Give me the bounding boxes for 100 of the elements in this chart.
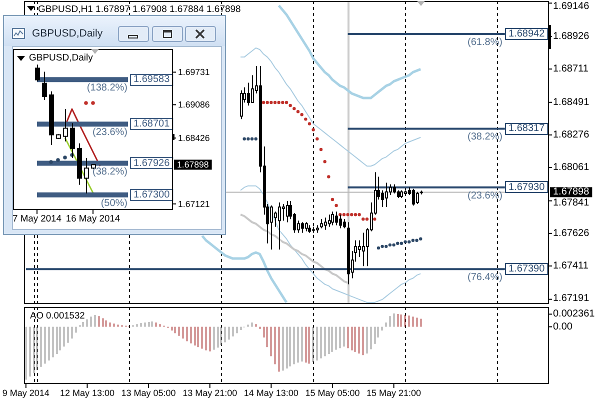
- point: [365, 218, 369, 221]
- y-tick-label: 1.68426: [178, 133, 210, 144]
- candlestick: [240, 90, 243, 120]
- series-label: (38.2%): [92, 166, 128, 178]
- point: [373, 218, 376, 221]
- point: [388, 243, 392, 247]
- point: [384, 244, 388, 248]
- candlestick: [84, 158, 89, 194]
- point: [392, 243, 396, 247]
- candlestick: [270, 205, 273, 250]
- y-tick-label: 1.69146: [553, 1, 590, 12]
- series-label: (138.2%): [86, 82, 128, 94]
- point: [254, 137, 258, 140]
- x-tick-label: 7 May 2014: [12, 212, 62, 224]
- data-label: 1.68317: [508, 123, 546, 134]
- chart-title: GBPUSD,Daily: [32, 28, 104, 40]
- data-label: 1.67926: [134, 158, 170, 169]
- y-tick-label: 1.68276: [553, 129, 590, 140]
- point: [376, 246, 380, 250]
- point: [346, 213, 350, 216]
- candlestick: [331, 211, 334, 226]
- point: [396, 242, 400, 245]
- point: [404, 240, 407, 244]
- point: [49, 160, 53, 164]
- point: [330, 198, 334, 202]
- y-tick-label: 1.68926: [553, 30, 590, 42]
- candlestick: [335, 211, 338, 226]
- point: [266, 100, 269, 104]
- x-tick-label: 15 May 21:00: [366, 388, 422, 398]
- data-label: 1.67930: [508, 182, 546, 193]
- line-series: [240, 47, 422, 167]
- candlestick: [412, 188, 415, 206]
- candlestick: [385, 182, 388, 208]
- y-tick-label: 1.68491: [553, 96, 590, 108]
- x-tick-label: 14 May 13:00: [244, 388, 298, 398]
- candlestick: [324, 217, 327, 230]
- candlestick: [286, 200, 289, 223]
- point: [284, 100, 288, 104]
- point: [296, 110, 300, 114]
- point: [273, 100, 277, 104]
- candlestick: [389, 184, 392, 196]
- candlestick: [63, 108, 68, 142]
- chart-subtitle: GBPUSD,Daily: [29, 52, 94, 64]
- point: [342, 213, 346, 216]
- candlestick: [42, 71, 47, 100]
- y-tick-label: 1.67841: [553, 198, 590, 209]
- point: [419, 237, 422, 240]
- point: [323, 160, 326, 164]
- point: [56, 158, 60, 162]
- point: [308, 122, 312, 126]
- series-label: (23.6%): [467, 190, 502, 202]
- x-tick-label: 13 May 21:00: [182, 388, 238, 398]
- data-label: 1.67390: [508, 264, 546, 275]
- data-label: 1.69583: [134, 74, 170, 86]
- candlestick: [301, 222, 304, 234]
- candlestick: [393, 184, 396, 194]
- series-label: (38.2%): [467, 132, 502, 143]
- point: [400, 242, 404, 245]
- point: [277, 100, 280, 104]
- y-tick-label: 0.00: [553, 321, 573, 332]
- point: [242, 137, 246, 140]
- candlestick: [278, 202, 281, 250]
- point: [415, 238, 418, 242]
- point: [319, 148, 323, 152]
- series-label: (61.8%): [467, 37, 502, 48]
- y-tick-label: 1.69086: [178, 100, 210, 110]
- chart-title: GBPUSD,H1 1.67897 1.67908 1.67884 1.67898: [38, 4, 241, 15]
- point: [411, 238, 415, 242]
- point: [300, 113, 304, 116]
- x-tick-label: 15 May 05:00: [305, 388, 360, 398]
- y-tick-label: 1.67626: [553, 228, 590, 239]
- candlestick: [362, 232, 365, 267]
- candlestick: [305, 222, 308, 232]
- candlestick: [35, 64, 40, 82]
- point: [362, 218, 365, 221]
- candlestick: [251, 74, 254, 104]
- point: [292, 106, 296, 110]
- data-label: 1.68701: [134, 118, 170, 130]
- candlestick: [343, 218, 346, 229]
- series-label: (23.6%): [92, 127, 128, 138]
- y-tick-label: 1.67121: [178, 198, 210, 209]
- point: [327, 175, 330, 178]
- series-label: (76.4%): [467, 272, 502, 284]
- point: [312, 128, 315, 132]
- candlestick: [381, 190, 384, 208]
- line-series: [278, 4, 422, 100]
- x-tick-label: 16 May 2014: [66, 212, 120, 224]
- point: [270, 100, 273, 104]
- point: [63, 156, 67, 160]
- candlestick: [358, 240, 361, 258]
- ref-line-label: 1.67898: [553, 186, 590, 198]
- point: [316, 137, 319, 140]
- point: [304, 118, 308, 121]
- point: [84, 101, 88, 105]
- candlestick: [320, 218, 323, 229]
- point: [380, 244, 384, 248]
- y-tick-label: 1.69731: [178, 67, 210, 78]
- y-tick-label: 0.002361: [553, 308, 596, 320]
- candlestick: [247, 82, 250, 106]
- point: [408, 240, 411, 244]
